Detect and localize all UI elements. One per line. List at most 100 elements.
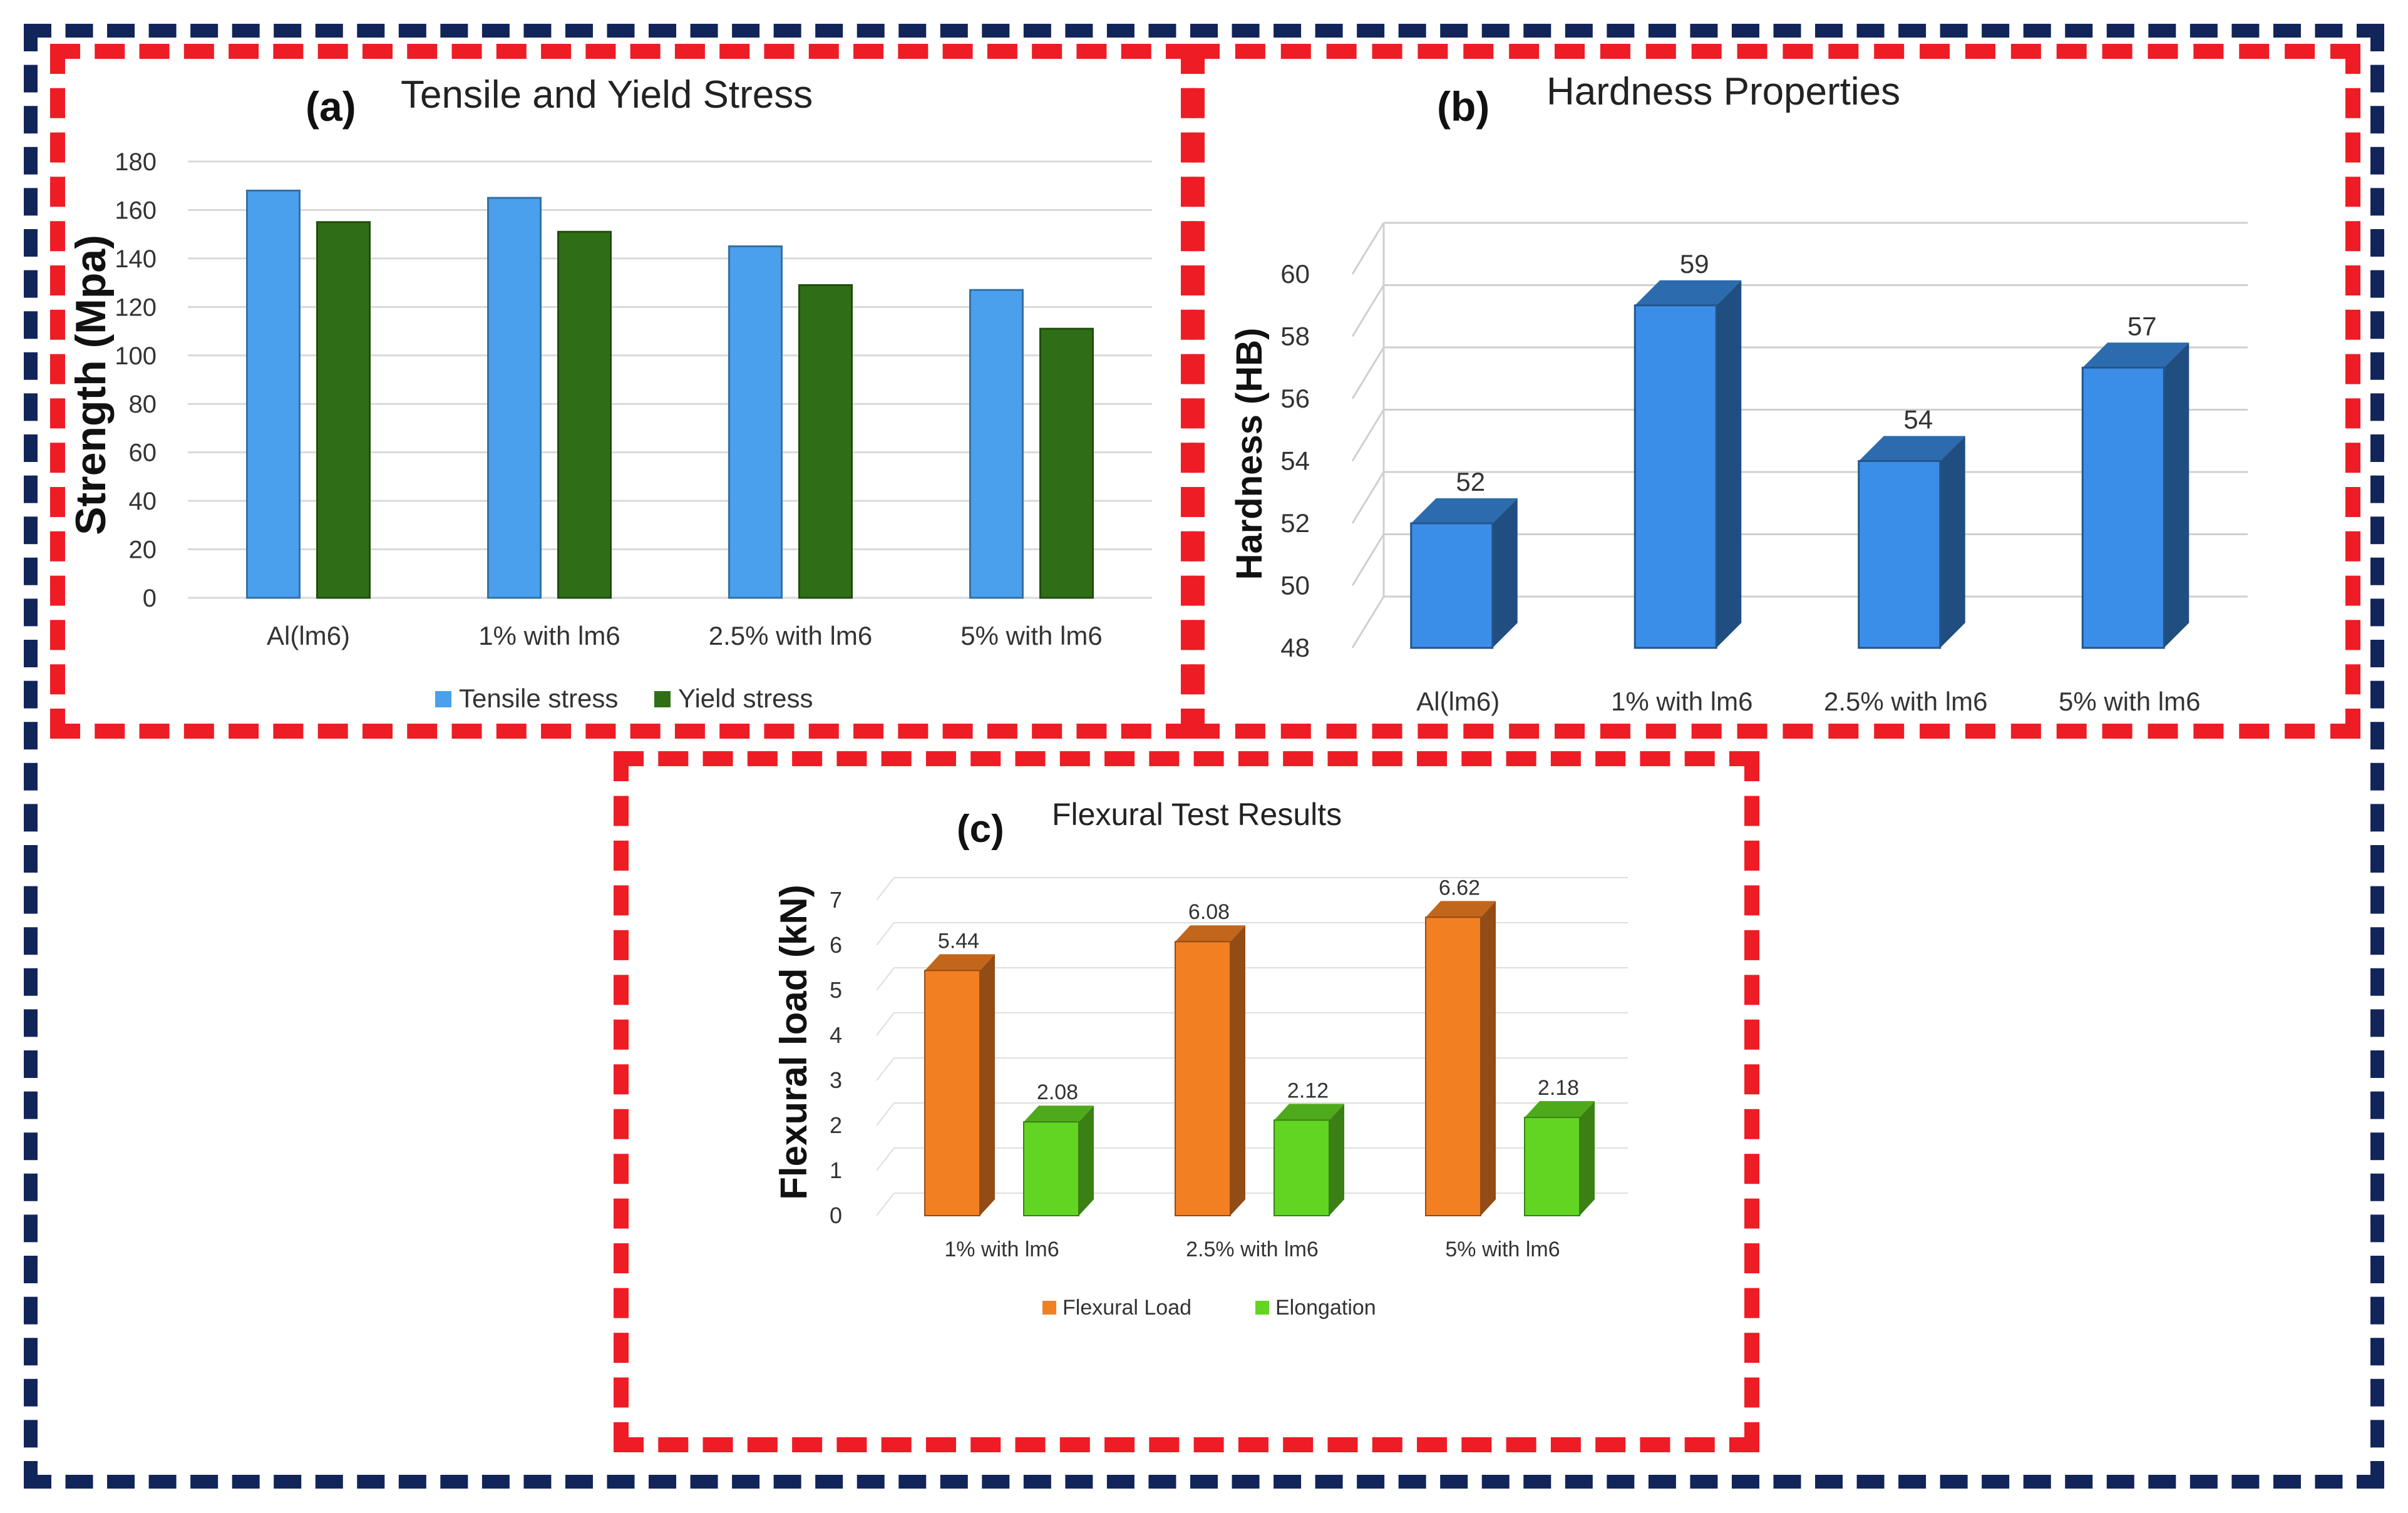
bar-side [1492, 498, 1518, 648]
legend-label: Flexural Load [1063, 1296, 1191, 1320]
x-tick-label: 2.5% with lm6 [709, 621, 872, 650]
bar-top [1525, 1101, 1595, 1118]
gridline [1351, 222, 1385, 275]
x-tick-label: 5% with lm6 [960, 621, 1102, 650]
y-tick-label: 56 [1280, 384, 1310, 413]
bar [798, 284, 853, 599]
y-tick-label: 7 [830, 887, 842, 913]
y-tick-label: 20 [129, 536, 157, 564]
gridline [1351, 347, 1385, 399]
panel-c-label: (c) [957, 808, 1004, 851]
panel-b-label: (b) [1437, 83, 1490, 130]
data-label: 59 [1680, 249, 1709, 279]
y-tick-label: 120 [115, 294, 157, 321]
bar [1023, 1121, 1079, 1216]
data-label: 5.44 [938, 929, 979, 953]
bar-side [1329, 1104, 1344, 1216]
x-tick-label: 2.5% with lm6 [1824, 687, 1987, 716]
panel-b-title: Hardness Properties [1546, 70, 1900, 113]
legend-label: Yield stress [678, 684, 813, 713]
data-label: 6.08 [1188, 900, 1230, 924]
bar-side [980, 954, 995, 1216]
gridline [1351, 471, 1385, 524]
y-tick-label: 0 [830, 1203, 842, 1228]
bar [728, 245, 783, 599]
outer-frame [24, 24, 2384, 1489]
bar-top [1635, 280, 1742, 305]
panel-a-title: Tensile and Yield Stress [401, 73, 813, 116]
bar-side [1230, 925, 1245, 1216]
gridline [1351, 284, 1385, 337]
bar-top [1411, 498, 1518, 523]
gridline [876, 877, 895, 901]
bar-side [2164, 342, 2189, 648]
bar-top [925, 954, 995, 971]
data-label: 2.18 [1538, 1076, 1579, 1100]
x-tick-label: 1% with lm6 [478, 621, 620, 650]
x-tick-label: 5% with lm6 [1445, 1238, 1560, 1261]
x-tick-label: Al(lm6) [267, 621, 350, 650]
bar [1175, 941, 1231, 1216]
y-tick-label: 54 [1280, 446, 1310, 476]
y-tick-label: 140 [115, 245, 157, 273]
panel-c-plot: 0 1 2 3 4 5 6 7 5.44 2.08 1% with lm6 6.08 2.12 2.5% … [830, 876, 1628, 1320]
gridline [876, 1147, 895, 1171]
bar-top [1024, 1105, 1094, 1122]
panel-c-frame [614, 751, 1759, 1452]
bar-top [2082, 342, 2189, 368]
bar-side [1580, 1101, 1595, 1216]
legend-label: Elongation [1275, 1296, 1376, 1320]
panel-b-frame [1190, 44, 2360, 739]
legend-swatch [1255, 1301, 1269, 1315]
data-label: 57 [2128, 311, 2157, 341]
gridline [876, 1102, 895, 1126]
legend-label: Tensile stress [459, 684, 618, 713]
y-tick-label: 52 [1280, 508, 1310, 538]
bar [924, 970, 980, 1216]
y-tick-label: 50 [1280, 571, 1310, 600]
y-tick-label: 48 [1280, 633, 1310, 662]
y-tick-label: 180 [115, 148, 157, 176]
panel-a-plot: 0 20 40 60 80 100 120 140 160 180 Al(lm6) 1% with l… [115, 148, 1152, 713]
legend-swatch [654, 691, 671, 707]
bar-side [1940, 436, 1965, 648]
gridline [1351, 533, 1385, 587]
bar [246, 189, 301, 599]
panel-c-title: Flexural Test Results [1052, 797, 1342, 832]
bar-top [1426, 901, 1496, 918]
x-tick-label: 5% with lm6 [2059, 687, 2200, 716]
panel-a-ylabel: Strength (Mpa) [67, 235, 115, 535]
bar-side [1716, 280, 1742, 648]
gridline [1351, 596, 1385, 649]
y-tick-label: 160 [115, 197, 157, 224]
bar-top [1858, 436, 1965, 461]
bar [1425, 916, 1481, 1216]
data-label: 54 [1903, 405, 1933, 434]
y-tick-label: 6 [830, 932, 842, 958]
bar [557, 230, 612, 599]
y-tick-label: 5 [830, 977, 842, 1003]
gridline [876, 967, 895, 991]
bar [969, 289, 1024, 599]
bar [2081, 366, 2165, 649]
bar [1410, 522, 1494, 649]
panel-b-ylabel: Hardness (HB) [1229, 328, 1270, 580]
bar-side [1079, 1105, 1094, 1216]
gridline [876, 1057, 895, 1081]
y-tick-label: 60 [129, 439, 157, 467]
gridline [1351, 409, 1385, 462]
bar [1524, 1117, 1580, 1217]
bar [316, 221, 371, 599]
y-tick-label: 1 [830, 1157, 842, 1183]
gridline [876, 922, 895, 946]
y-tick-label: 60 [1280, 259, 1310, 289]
data-label: 2.12 [1287, 1079, 1329, 1102]
panel-b-plot: 48 50 52 54 56 58 60 52 Al(lm6) 59 1% with lm6 54 2.… [1280, 222, 2248, 716]
y-tick-label: 0 [143, 585, 157, 612]
bar [1273, 1119, 1330, 1216]
legend-swatch [1042, 1301, 1056, 1315]
y-tick-label: 4 [830, 1022, 842, 1048]
y-tick-label: 40 [129, 488, 157, 515]
y-tick-label: 80 [129, 391, 157, 418]
